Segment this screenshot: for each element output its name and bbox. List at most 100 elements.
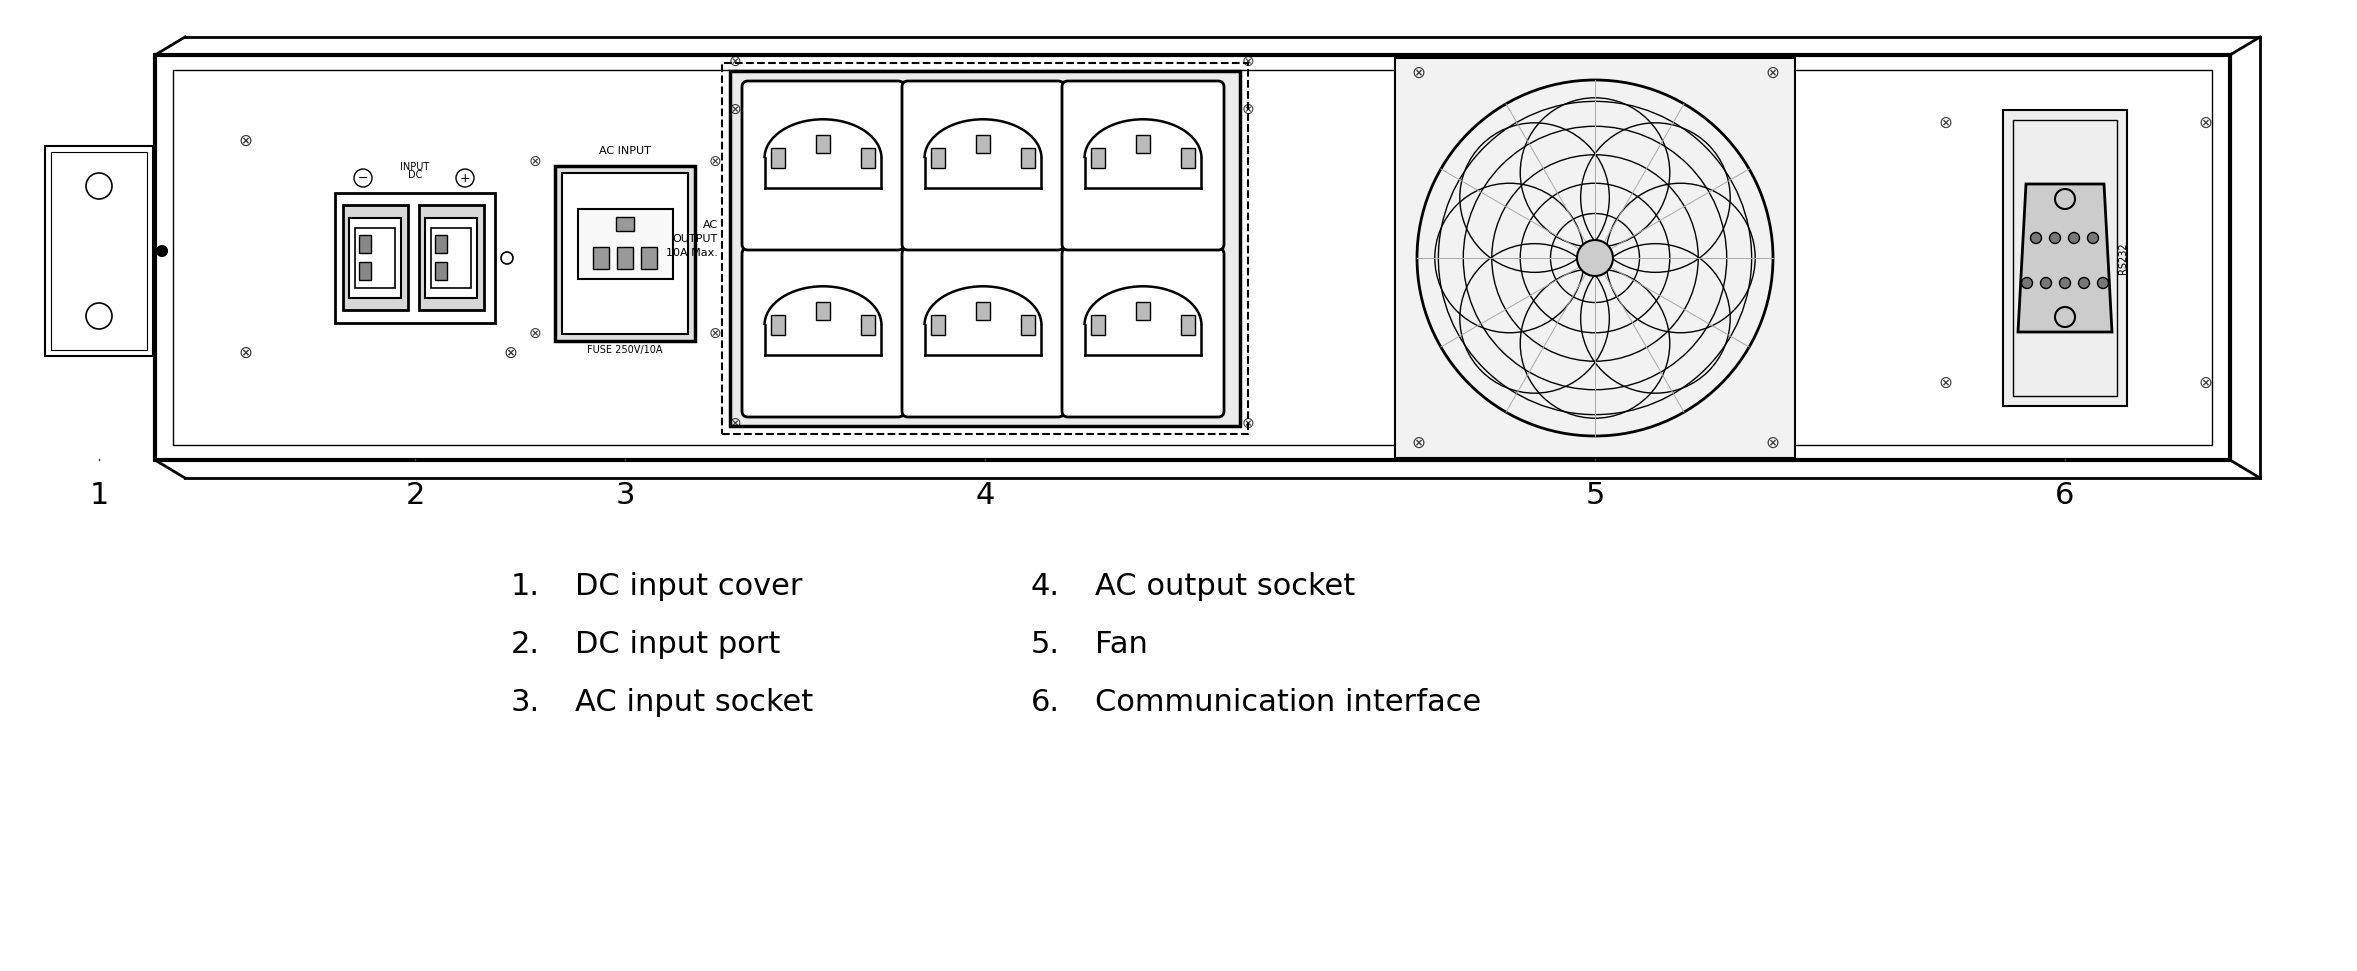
Text: 4: 4 (976, 481, 995, 510)
Circle shape (2051, 232, 2060, 244)
Bar (172, 70, 2211, 445)
Text: ⊗: ⊗ (728, 53, 742, 69)
Bar (344, 205, 408, 310)
Text: ⊗: ⊗ (238, 344, 252, 362)
Bar (52, 152, 146, 350)
Text: ⊗: ⊗ (238, 132, 252, 150)
Text: ⊗: ⊗ (709, 325, 721, 341)
Text: DC input port: DC input port (575, 629, 780, 658)
Bar (594, 247, 608, 269)
Text: AC
OUTPUT
10A Max.: AC OUTPUT 10A Max. (667, 220, 719, 258)
Text: 5.: 5. (1030, 629, 1061, 658)
Text: ⊗: ⊗ (728, 416, 742, 430)
Text: 2: 2 (405, 481, 424, 510)
Bar (335, 193, 495, 323)
Bar (1091, 316, 1105, 335)
Circle shape (2069, 232, 2079, 244)
FancyBboxPatch shape (742, 81, 905, 250)
Text: Fan: Fan (1096, 629, 1148, 658)
Text: DC: DC (408, 170, 422, 180)
Text: ⊗: ⊗ (528, 153, 542, 169)
Bar (561, 173, 688, 334)
Bar (358, 235, 370, 253)
Text: 2.: 2. (511, 629, 540, 658)
Circle shape (158, 246, 167, 256)
Bar (931, 316, 945, 335)
Circle shape (2041, 278, 2051, 288)
Text: ⊗: ⊗ (709, 153, 721, 169)
Bar (1136, 135, 1150, 153)
Bar (1091, 149, 1105, 168)
Bar (358, 262, 370, 280)
Bar (349, 218, 401, 298)
Bar (860, 149, 874, 168)
Bar (816, 302, 830, 320)
Text: ⊗: ⊗ (1765, 64, 1780, 82)
Bar (731, 71, 1240, 426)
Bar (1136, 302, 1150, 320)
Text: 1.: 1. (511, 572, 540, 600)
Bar (424, 218, 476, 298)
Bar (156, 55, 2230, 460)
Circle shape (2098, 278, 2110, 288)
FancyBboxPatch shape (1063, 81, 1223, 250)
Text: ⊗: ⊗ (1412, 64, 1426, 82)
Text: AC output socket: AC output socket (1096, 572, 1355, 600)
FancyBboxPatch shape (1063, 248, 1223, 417)
Text: AC input socket: AC input socket (575, 687, 813, 717)
Bar (356, 228, 396, 288)
Text: ⊗: ⊗ (1242, 102, 1254, 117)
Text: RS232: RS232 (2119, 242, 2128, 274)
Text: DC input cover: DC input cover (575, 572, 801, 600)
Circle shape (2060, 278, 2069, 288)
Bar (816, 135, 830, 153)
Circle shape (2088, 232, 2098, 244)
Bar (1021, 149, 1035, 168)
Bar (641, 247, 658, 269)
Bar (431, 228, 471, 288)
Bar (721, 63, 1247, 434)
Text: INPUT: INPUT (401, 162, 429, 172)
FancyBboxPatch shape (903, 81, 1063, 250)
Text: −: − (358, 172, 368, 184)
Bar (1181, 316, 1195, 335)
Circle shape (2029, 232, 2041, 244)
Bar (436, 235, 448, 253)
Text: ⊗: ⊗ (528, 325, 542, 341)
Text: ⊗: ⊗ (1242, 53, 1254, 69)
Text: ⊗: ⊗ (1412, 434, 1426, 452)
Bar (976, 302, 990, 320)
Text: ⊗: ⊗ (1242, 416, 1254, 430)
Bar (771, 316, 785, 335)
Circle shape (2079, 278, 2091, 288)
Polygon shape (2018, 184, 2112, 332)
Text: ⊗: ⊗ (1937, 374, 1952, 392)
Text: 3.: 3. (511, 687, 540, 717)
Circle shape (1577, 240, 1612, 276)
Text: 1: 1 (90, 481, 108, 510)
Text: ⊗: ⊗ (1765, 434, 1780, 452)
Bar (1021, 316, 1035, 335)
Text: 4.: 4. (1030, 572, 1061, 600)
Text: +: + (460, 172, 471, 184)
Bar (976, 135, 990, 153)
FancyBboxPatch shape (742, 248, 905, 417)
Text: ⊗: ⊗ (502, 344, 516, 362)
Text: ⊗: ⊗ (2199, 374, 2211, 392)
Text: 3: 3 (615, 481, 634, 510)
Bar (771, 149, 785, 168)
Text: 6.: 6. (1030, 687, 1061, 717)
FancyBboxPatch shape (903, 248, 1063, 417)
Text: AC INPUT: AC INPUT (599, 146, 651, 156)
Bar (1395, 58, 1796, 458)
Bar (436, 262, 448, 280)
Circle shape (2022, 278, 2032, 288)
Text: FUSE 250V/10A: FUSE 250V/10A (587, 345, 662, 355)
Bar (618, 247, 634, 269)
Text: Communication interface: Communication interface (1096, 687, 1480, 717)
Text: 6: 6 (2055, 481, 2074, 510)
Text: ⊗: ⊗ (728, 102, 742, 117)
Bar (860, 316, 874, 335)
Text: ⊗: ⊗ (2199, 114, 2211, 132)
Bar (420, 205, 483, 310)
